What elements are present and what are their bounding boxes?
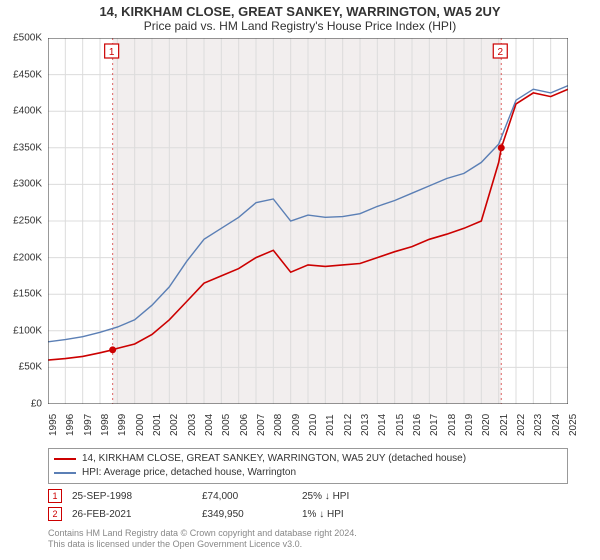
legend-item: HPI: Average price, detached house, Warr… (54, 466, 562, 480)
y-tick-label: £350K (13, 142, 42, 153)
marker-table: 1 25-SEP-1998£74,00025% ↓ HPI 2 26-FEB-2021… (48, 488, 568, 524)
legend-label: HPI: Average price, detached house, Warr… (82, 466, 296, 480)
chart-subtitle: Price paid vs. HM Land Registry's House … (0, 19, 600, 33)
x-tick-label: 2014 (377, 414, 388, 436)
legend: 14, KIRKHAM CLOSE, GREAT SANKEY, WARRING… (48, 448, 568, 484)
x-tick-label: 2001 (152, 414, 163, 436)
marker-row: 2 26-FEB-2021£349,9501% ↓ HPI (48, 506, 359, 524)
x-tick-label: 2011 (325, 414, 336, 436)
attribution-line-2: This data is licensed under the Open Gov… (48, 539, 568, 550)
x-tick-label: 2016 (412, 414, 423, 436)
x-tick-label: 2003 (187, 414, 198, 436)
x-tick-label: 2005 (221, 414, 232, 436)
marker-price: £349,950 (202, 506, 302, 524)
marker-delta: 25% ↓ HPI (302, 488, 359, 506)
x-tick-label: 2008 (273, 414, 284, 436)
y-tick-label: £450K (13, 69, 42, 80)
y-tick-label: £200K (13, 252, 42, 263)
x-tick-label: 2012 (343, 414, 354, 436)
legend-swatch (54, 472, 76, 474)
y-tick-label: £250K (13, 216, 42, 227)
x-tick-label: 2017 (429, 414, 440, 436)
x-tick-label: 2013 (360, 414, 371, 436)
marker-date: 26-FEB-2021 (72, 506, 202, 524)
attribution: Contains HM Land Registry data © Crown c… (48, 528, 568, 550)
marker-badge: 1 (48, 489, 62, 503)
x-tick-label: 2020 (481, 414, 492, 436)
marker-date: 25-SEP-1998 (72, 488, 202, 506)
y-axis-labels: £0£50K£100K£150K£200K£250K£300K£350K£400… (0, 38, 46, 404)
x-tick-label: 2018 (447, 414, 458, 436)
chart-title: 14, KIRKHAM CLOSE, GREAT SANKEY, WARRING… (0, 4, 600, 19)
legend-swatch (54, 458, 76, 460)
x-tick-label: 1995 (48, 414, 59, 436)
chart-plot: 12 (48, 38, 568, 404)
svg-text:1: 1 (109, 47, 115, 58)
x-tick-label: 2019 (464, 414, 475, 436)
y-tick-label: £500K (13, 33, 42, 44)
x-tick-label: 2024 (551, 414, 562, 436)
x-tick-label: 2025 (568, 414, 579, 436)
x-tick-label: 2007 (256, 414, 267, 436)
x-tick-label: 2000 (135, 414, 146, 436)
svg-text:2: 2 (497, 47, 503, 58)
x-axis-labels: 1995 1996 1997 1998 1999 2000 2001 2002 2003 2004… (48, 406, 568, 446)
x-tick-label: 2015 (395, 414, 406, 436)
x-tick-label: 1996 (65, 414, 76, 436)
x-tick-label: 2004 (204, 414, 215, 436)
x-tick-label: 2022 (516, 414, 527, 436)
x-tick-label: 2009 (291, 414, 302, 436)
x-tick-label: 2021 (499, 414, 510, 436)
legend-item: 14, KIRKHAM CLOSE, GREAT SANKEY, WARRING… (54, 452, 562, 466)
legend-label: 14, KIRKHAM CLOSE, GREAT SANKEY, WARRING… (82, 452, 466, 466)
y-tick-label: £100K (13, 325, 42, 336)
x-tick-label: 2023 (533, 414, 544, 436)
marker-badge: 2 (48, 507, 62, 521)
y-tick-label: £0 (31, 399, 42, 410)
y-tick-label: £400K (13, 106, 42, 117)
x-tick-label: 2002 (169, 414, 180, 436)
y-tick-label: £50K (19, 362, 42, 373)
marker-delta: 1% ↓ HPI (302, 506, 359, 524)
marker-row: 1 25-SEP-1998£74,00025% ↓ HPI (48, 488, 359, 506)
y-tick-label: £150K (13, 289, 42, 300)
x-tick-label: 1999 (117, 414, 128, 436)
y-tick-label: £300K (13, 179, 42, 190)
x-tick-label: 2006 (239, 414, 250, 436)
attribution-line-1: Contains HM Land Registry data © Crown c… (48, 528, 568, 539)
x-tick-label: 2010 (308, 414, 319, 436)
x-tick-label: 1998 (100, 414, 111, 436)
x-tick-label: 1997 (83, 414, 94, 436)
marker-price: £74,000 (202, 488, 302, 506)
